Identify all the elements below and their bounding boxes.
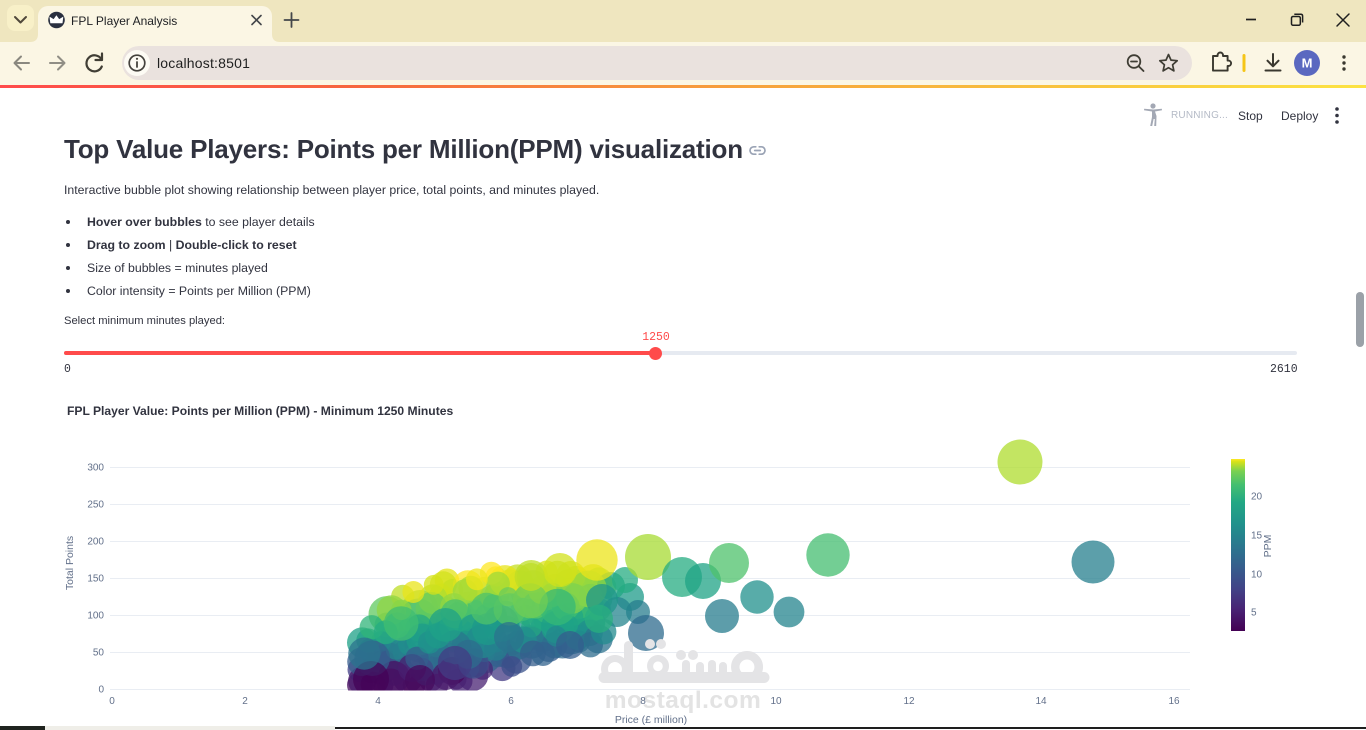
svg-text:10: 10	[770, 696, 782, 707]
svg-text:12: 12	[903, 696, 915, 707]
svg-text:2: 2	[242, 696, 248, 707]
svg-text:50: 50	[93, 648, 105, 659]
svg-text:6: 6	[508, 696, 514, 707]
svg-text:0: 0	[109, 696, 115, 707]
svg-text:14: 14	[1035, 696, 1047, 707]
svg-text:250: 250	[87, 500, 104, 511]
svg-text:PPM: PPM	[1262, 535, 1274, 558]
svg-text:M: M	[1302, 56, 1313, 71]
svg-text:4: 4	[375, 696, 381, 707]
svg-text:Total Points: Total Points	[64, 536, 76, 590]
svg-text:16: 16	[1168, 696, 1180, 707]
svg-text:100: 100	[87, 611, 104, 622]
svg-text:20: 20	[1251, 492, 1263, 503]
svg-text:Price (£ million): Price (£ million)	[615, 714, 687, 726]
svg-text:15: 15	[1251, 531, 1263, 542]
svg-text:8: 8	[640, 696, 646, 707]
svg-text:5: 5	[1251, 608, 1257, 619]
svg-text:mostaql.com: mostaql.com	[605, 687, 762, 714]
svg-text:300: 300	[87, 463, 104, 474]
svg-text:0: 0	[98, 685, 104, 696]
svg-text:10: 10	[1251, 570, 1263, 581]
svg-text:150: 150	[87, 574, 104, 585]
svg-text:200: 200	[87, 537, 104, 548]
